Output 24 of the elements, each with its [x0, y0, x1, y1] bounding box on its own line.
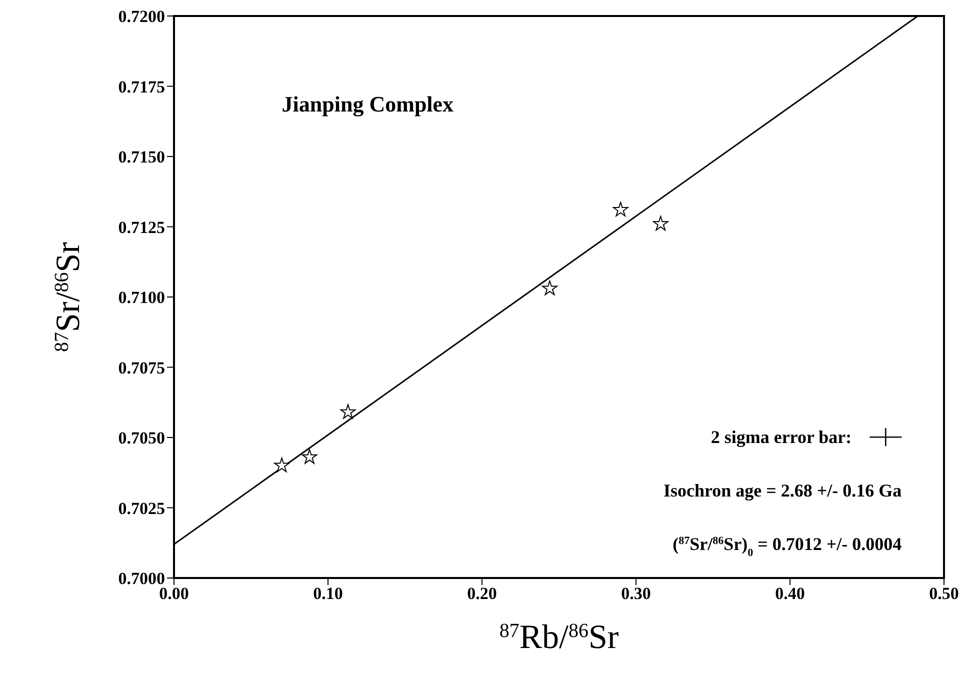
y-tick-label: 0.7125 — [118, 218, 165, 237]
annotation: Isochron age = 2.68 +/- 0.16 Ga — [663, 480, 902, 501]
point — [274, 458, 290, 472]
y-tick-label: 0.7200 — [118, 7, 165, 26]
point — [340, 404, 356, 419]
point — [302, 449, 318, 464]
y-tick-label: 0.7025 — [118, 498, 165, 518]
y-tick-label: 0.7075 — [118, 358, 165, 378]
x-tick-label: 0.50 — [929, 584, 959, 604]
point — [652, 216, 668, 231]
x-axis-title: $^{87}$Rb/$^{86}$Sr — [499, 619, 620, 656]
x-tick-label: 0.30 — [621, 584, 651, 604]
x-tick-label: 0.20 — [467, 584, 497, 604]
y-tick-label: 0.7175 — [118, 77, 165, 96]
y-tick-label: 0.7100 — [118, 288, 165, 308]
y-tick-label: 0.7150 — [118, 148, 165, 167]
point — [612, 202, 628, 216]
y-tick-label: 0.7050 — [118, 428, 165, 448]
x-tick-label: 0.40 — [775, 584, 805, 604]
text: Jianping Complex — [282, 92, 454, 117]
point — [542, 280, 558, 296]
annotation: ($^{87}$Sr/$^{86}$Sr)$_{0}$ = 0.7012 +/- 0.0004 — [672, 534, 902, 559]
x-tick-label: 0.10 — [313, 584, 343, 604]
annotation: 2 sigma error bar: — [710, 427, 852, 448]
